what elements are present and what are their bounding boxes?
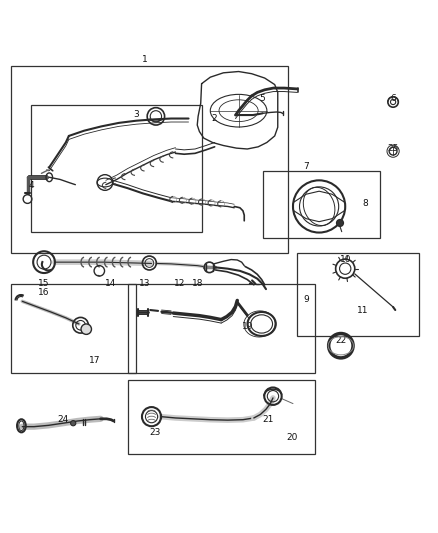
Text: 4: 4 xyxy=(29,181,35,190)
Bar xyxy=(11,66,288,254)
Text: 13: 13 xyxy=(139,279,151,288)
Text: 1: 1 xyxy=(142,55,148,64)
Text: 21: 21 xyxy=(262,415,273,424)
Text: 9: 9 xyxy=(303,295,309,304)
Text: 11: 11 xyxy=(357,305,368,314)
Bar xyxy=(11,284,136,373)
Text: 16: 16 xyxy=(38,288,50,297)
Text: 14: 14 xyxy=(105,279,116,288)
Text: 19: 19 xyxy=(241,322,253,331)
Bar xyxy=(127,284,315,373)
Text: 20: 20 xyxy=(286,433,298,442)
Circle shape xyxy=(81,324,92,334)
Text: 24: 24 xyxy=(57,415,69,424)
Text: 3: 3 xyxy=(134,110,139,119)
Text: 18: 18 xyxy=(191,279,203,287)
Text: 12: 12 xyxy=(174,279,186,288)
Text: 15: 15 xyxy=(38,279,50,288)
Text: 23: 23 xyxy=(149,428,160,437)
Bar xyxy=(262,171,380,238)
Bar xyxy=(31,106,201,232)
Text: 10: 10 xyxy=(339,255,351,264)
Bar xyxy=(127,379,315,454)
Circle shape xyxy=(71,421,76,426)
Text: 2: 2 xyxy=(212,114,217,123)
Text: 7: 7 xyxy=(303,162,309,171)
Bar xyxy=(297,254,419,336)
Circle shape xyxy=(336,220,343,227)
Text: 22: 22 xyxy=(335,336,346,345)
Text: 8: 8 xyxy=(362,199,367,208)
Text: 17: 17 xyxy=(89,356,101,365)
Text: 6: 6 xyxy=(390,94,396,103)
Text: 5: 5 xyxy=(260,94,265,103)
Text: 25: 25 xyxy=(387,144,399,154)
